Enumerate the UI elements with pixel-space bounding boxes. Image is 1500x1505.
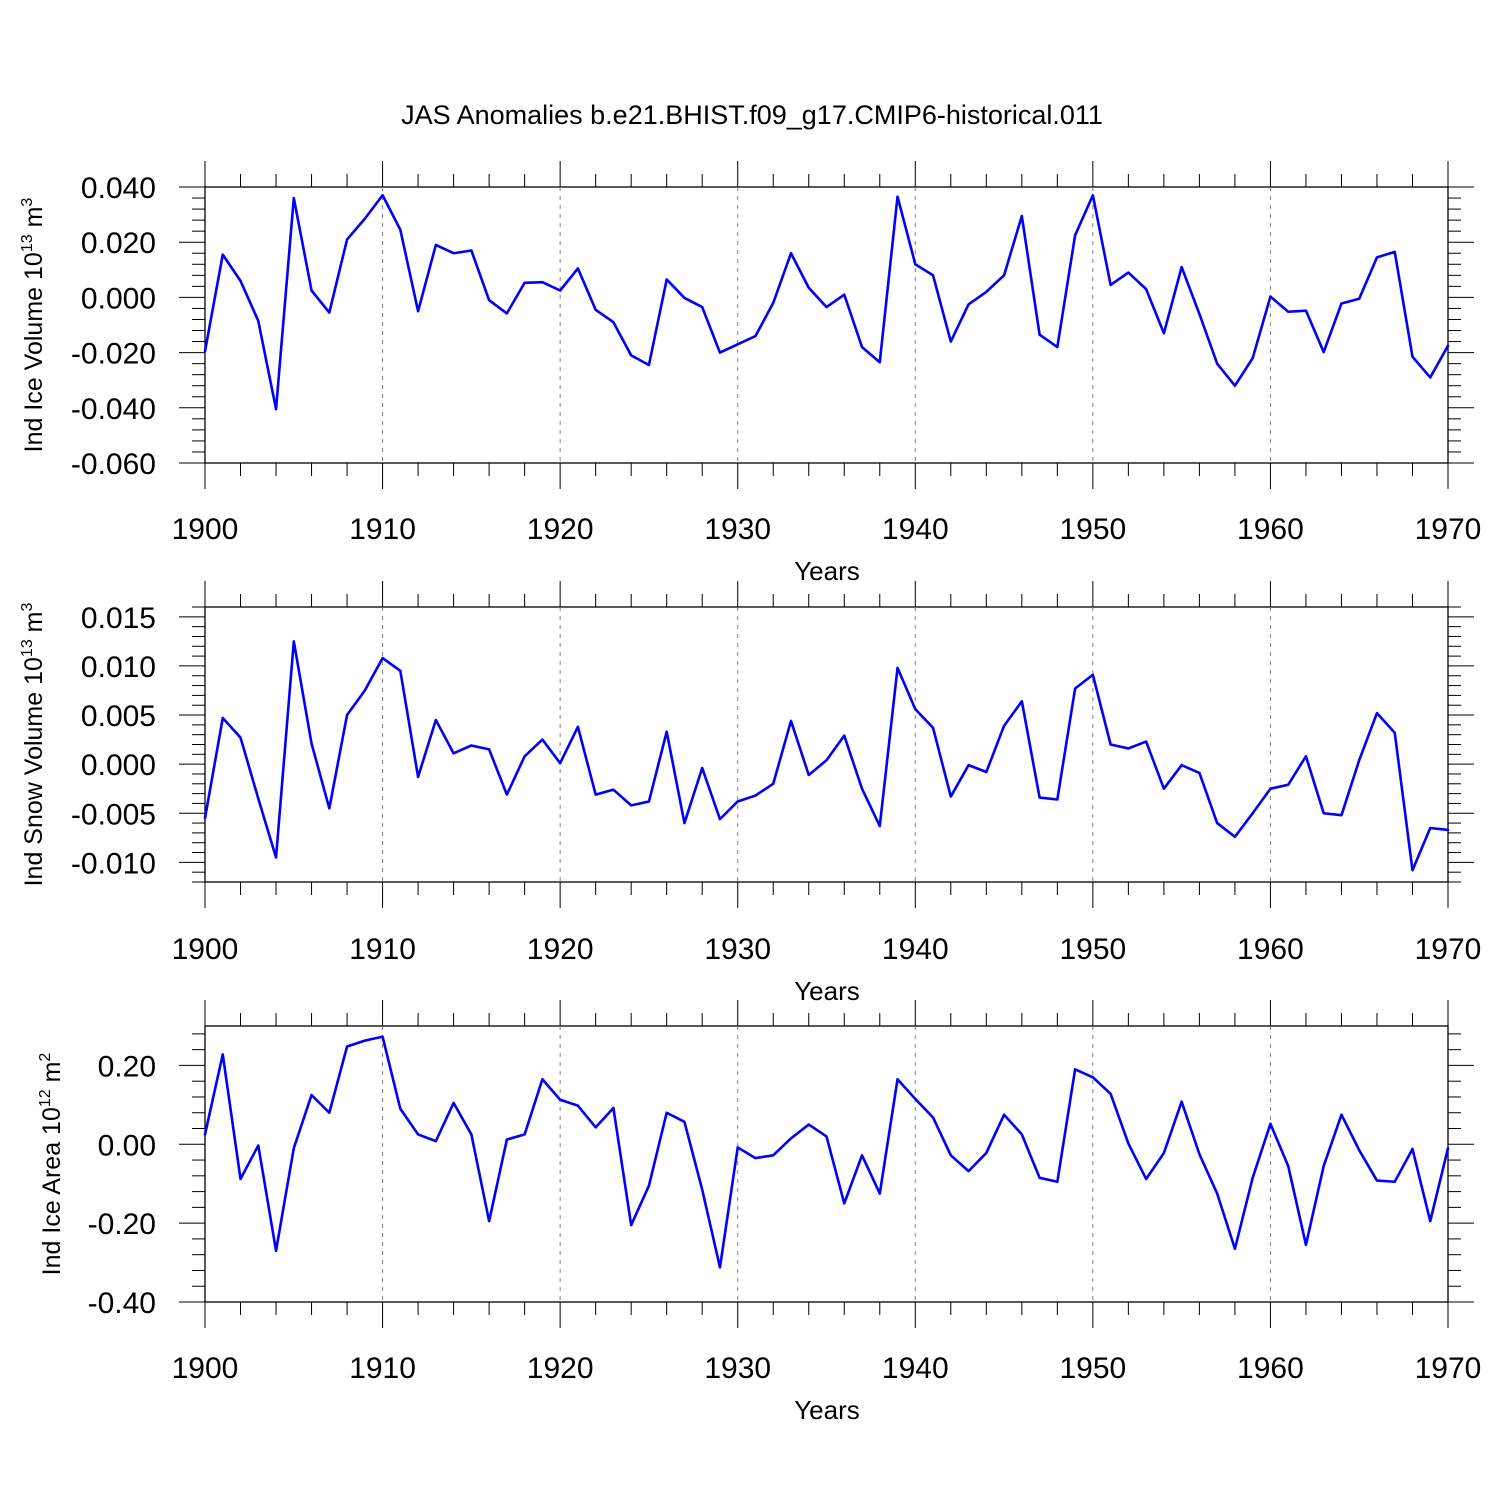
x-tick-label: 1970 <box>1415 933 1482 966</box>
x-tick-label: 1900 <box>172 933 239 966</box>
x-tick-label: 1960 <box>1237 933 1304 966</box>
y-axis-label-unit: m <box>20 612 48 640</box>
x-axis-label: Years <box>794 976 860 1006</box>
x-tick-label: 1950 <box>1059 933 1126 966</box>
series-line <box>203 640 1450 872</box>
y-axis-label-unit-exponent: 2 <box>37 1053 54 1062</box>
x-tick-label: 1930 <box>704 513 771 546</box>
y-axis-label-text: Ind Snow Volume 10 <box>20 657 48 886</box>
x-tick-label: 1910 <box>349 933 416 966</box>
y-axis-label: Ind Snow Volume 1013 m3 <box>19 603 48 887</box>
x-tick-label: 1960 <box>1237 513 1304 546</box>
y-axis-label-text: Ind Ice Volume 10 <box>20 252 48 452</box>
panel-1: 1900 1910 1920 1930 1940 1950 1960 1970 Years -0.… <box>19 161 1481 586</box>
y-tick-label: -0.060 <box>71 448 156 481</box>
panels: 1900 1910 1920 1930 1940 1950 1960 1970 Years -0.… <box>19 161 1481 1425</box>
x-tick-label: 1940 <box>882 1352 949 1385</box>
y-tick-label: 0.20 <box>98 1050 156 1083</box>
x-axis-label: Years <box>794 1395 860 1425</box>
y-tick-label: 0.020 <box>81 227 156 260</box>
y-axis-label-exponent: 13 <box>19 234 36 252</box>
y-tick-label: 0.000 <box>81 749 156 782</box>
y-axis-label-unit: m <box>20 207 48 235</box>
y-tick-label: -0.40 <box>88 1287 156 1320</box>
x-tick-label: 1930 <box>704 1352 771 1385</box>
y-axis-label-unit-exponent: 3 <box>19 198 36 207</box>
x-tick-label: 1910 <box>349 513 416 546</box>
panel-3: 1900 1910 1920 1930 1940 1950 1960 1970 Years -0.… <box>37 1000 1481 1425</box>
y-axis-label-unit-exponent: 3 <box>19 603 36 612</box>
x-tick-label: 1970 <box>1415 513 1482 546</box>
x-tick-label: 1920 <box>527 933 594 966</box>
x-tick-label: 1920 <box>527 1352 594 1385</box>
y-tick-label: -0.005 <box>71 798 156 831</box>
x-tick-label: 1940 <box>882 513 949 546</box>
y-tick-label: -0.020 <box>71 338 156 371</box>
figure-title: JAS Anomalies b.e21.BHIST.f09_g17.CMIP6-… <box>401 100 1103 130</box>
plot-frame <box>204 1025 1449 1303</box>
x-tick-label: 1920 <box>527 513 594 546</box>
y-axis-label-unit: m <box>38 1062 66 1090</box>
x-tick-label: 1900 <box>172 513 239 546</box>
series-line <box>203 193 1450 411</box>
x-tick-label: 1950 <box>1059 1352 1126 1385</box>
plot-frame <box>204 186 1449 464</box>
y-tick-label: -0.20 <box>88 1208 156 1241</box>
y-tick-label: 0.000 <box>81 282 156 315</box>
x-tick-label: 1910 <box>349 1352 416 1385</box>
y-tick-label: 0.005 <box>81 700 156 733</box>
y-tick-label: 0.015 <box>81 602 156 635</box>
x-tick-label: 1930 <box>704 933 771 966</box>
x-tick-label: 1900 <box>172 1352 239 1385</box>
x-axis-label: Years <box>794 556 860 586</box>
x-tick-label: 1960 <box>1237 1352 1304 1385</box>
panel-2: 1900 1910 1920 1930 1940 1950 1960 1970 Years -0.… <box>19 581 1481 1006</box>
y-tick-label: 0.010 <box>81 651 156 684</box>
y-tick-label: -0.040 <box>71 393 156 426</box>
y-tick-label: -0.010 <box>71 847 156 880</box>
x-tick-label: 1940 <box>882 933 949 966</box>
y-axis-label: Ind Ice Volume 1013 m3 <box>19 198 48 453</box>
y-axis-label-text: Ind Ice Area 10 <box>38 1107 66 1275</box>
y-tick-label: 0.040 <box>81 172 156 205</box>
x-tick-label: 1950 <box>1059 513 1126 546</box>
series-line <box>203 1035 1450 1269</box>
y-axis-label-exponent: 13 <box>19 639 36 657</box>
y-tick-label: 0.00 <box>98 1129 156 1162</box>
y-axis-label-exponent: 12 <box>37 1089 54 1107</box>
y-axis-label: Ind Ice Area 1012 m2 <box>37 1053 66 1276</box>
x-tick-label: 1970 <box>1415 1352 1482 1385</box>
